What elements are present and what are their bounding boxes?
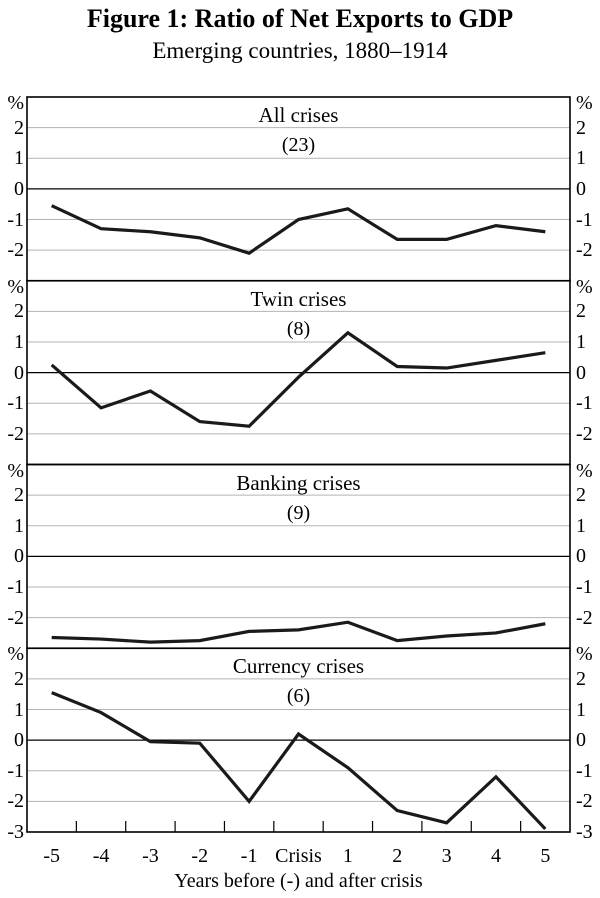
y-tick-label-left: 0: [14, 361, 24, 384]
x-category-label: -5: [43, 845, 60, 867]
y-unit-label-right: %: [576, 275, 593, 298]
series-line-all-crises: [51, 204, 546, 255]
y-tick-label-right: 1: [576, 147, 586, 170]
y-tick-label-right: -2: [576, 239, 593, 262]
y-tick-label-right: 2: [576, 300, 586, 323]
y-tick-label-left: 0: [14, 729, 24, 752]
x-axis-title: Years before (-) and after crisis: [174, 870, 423, 892]
panel-count: (6): [286, 685, 311, 708]
y-tick-label-left: -2: [7, 239, 24, 262]
y-unit-label-left: %: [7, 275, 24, 298]
y-tick-label-right: -3: [576, 821, 593, 843]
y-tick-label-right: 1: [576, 698, 586, 721]
series-line-twin-crises: [50, 330, 546, 428]
y-unit-label-right: %: [576, 643, 593, 666]
x-category-label: 5: [540, 845, 551, 867]
y-tick-label-right: -2: [576, 606, 593, 629]
panel-title: All crises: [258, 103, 339, 127]
y-unit-label-left: %: [7, 459, 24, 482]
y-tick-label-left: 1: [14, 698, 24, 721]
y-tick-label-left: -1: [7, 759, 24, 782]
y-unit-label-right: %: [576, 92, 593, 114]
panel-border: [26, 647, 571, 833]
y-tick-label-right: 2: [576, 484, 586, 507]
y-tick-label-right: -1: [576, 759, 593, 782]
series-line-banking-crises: [51, 620, 546, 644]
y-tick-label-right: 0: [576, 729, 586, 752]
y-unit-label-right: %: [576, 459, 593, 482]
panel-count: (9): [286, 501, 311, 524]
x-category-label: 3: [441, 845, 452, 867]
y-tick-label-right: -1: [576, 576, 593, 598]
y-unit-label-left: %: [7, 643, 24, 666]
y-tick-label-right: 1: [576, 514, 586, 537]
y-tick-label-left: 0: [14, 545, 24, 568]
y-tick-label-right: -1: [576, 392, 593, 415]
y-tick-label-left: -1: [7, 576, 24, 598]
x-category-label: 2: [392, 845, 403, 867]
panel-count: (8): [286, 317, 311, 340]
panel-count: (23): [281, 134, 316, 156]
y-tick-label-right: 0: [576, 545, 586, 568]
y-tick-label-left: -2: [7, 606, 24, 629]
y-tick-label-right: 0: [576, 361, 586, 384]
y-tick-label-left: 2: [14, 667, 24, 690]
y-tick-label-left: 1: [14, 514, 24, 537]
x-category-label: -1: [240, 845, 258, 867]
y-tick-label-right: -2: [576, 790, 593, 813]
y-tick-label-left: 1: [14, 147, 24, 170]
y-unit-label-left: %: [7, 92, 24, 114]
panel-title: Banking crises: [236, 470, 361, 495]
y-tick-label-left: -2: [7, 790, 24, 813]
y-tick-label-right: 2: [576, 116, 586, 139]
panel-title: Currency crises: [232, 654, 365, 679]
y-tick-label-left: -3: [7, 821, 24, 843]
y-tick-label-right: 1: [576, 331, 586, 353]
y-tick-label-right: -2: [576, 422, 593, 445]
x-category-label: -2: [191, 845, 209, 867]
figure-title: Figure 1: Ratio of Net Exports to GDP: [86, 4, 514, 33]
y-tick-label-right: 0: [576, 177, 586, 200]
panel-title: Twin crises: [250, 286, 347, 311]
x-category-label: 1: [342, 845, 353, 867]
y-tick-label-right: -1: [576, 208, 593, 231]
y-tick-label-left: -2: [7, 422, 24, 445]
y-tick-label-right: 2: [576, 667, 586, 690]
y-tick-label-left: 2: [14, 484, 24, 507]
x-category-label: 4: [490, 845, 501, 867]
y-tick-label-left: -1: [7, 208, 24, 231]
x-category-label: -3: [142, 845, 159, 867]
y-tick-label-left: 2: [14, 116, 24, 139]
y-tick-label-left: 0: [14, 177, 24, 200]
y-tick-label-left: 1: [14, 331, 24, 353]
figure-subtitle: Emerging countries, 1880–1914: [152, 38, 448, 63]
series-line-currency-crises: [51, 691, 547, 831]
x-category-label: -4: [92, 845, 110, 867]
y-tick-label-left: 2: [14, 300, 24, 323]
x-category-label: Crisis: [275, 845, 322, 867]
y-tick-label-left: -1: [7, 392, 24, 415]
